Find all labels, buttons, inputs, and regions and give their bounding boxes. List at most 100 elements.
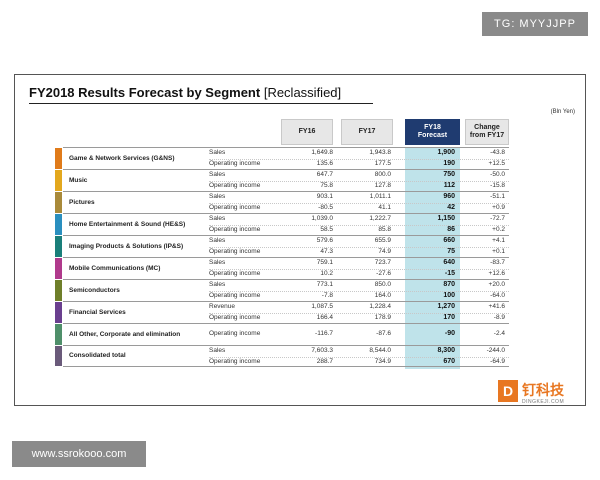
slide-title: FY2018 Results Forecast by Segment [Recl… xyxy=(29,85,341,100)
row-label: Operating income xyxy=(209,182,261,189)
row-label: Sales xyxy=(209,281,226,288)
value-change: -83.7 xyxy=(490,259,505,266)
table-row: Sales 759.1 723.7 640 -83.7 xyxy=(63,258,509,269)
value-fy17: 1,222.7 xyxy=(369,215,391,222)
value-fy17: -27.6 xyxy=(376,270,391,277)
segment-color-bar xyxy=(55,170,62,191)
value-fy16: 647.7 xyxy=(316,171,333,178)
value-fy17: 164.0 xyxy=(374,292,391,299)
row-label: Operating income xyxy=(209,314,261,321)
value-change: -244.0 xyxy=(486,347,505,354)
value-fy16: 1,039.0 xyxy=(311,215,333,222)
value-fy16: 7,603.3 xyxy=(311,347,333,354)
row-label: Operating income xyxy=(209,226,261,233)
unit-label: (Bln Yen) xyxy=(550,109,575,115)
segment-name: Imaging Products & Solutions (IP&S) xyxy=(69,242,184,250)
value-fy17: 800.0 xyxy=(374,171,391,178)
slide: FY2018 Results Forecast by Segment [Recl… xyxy=(14,74,586,406)
row-label: Operating income xyxy=(209,330,261,337)
value-fy16: 1,087.5 xyxy=(311,303,333,310)
table-row: Sales 1,039.0 1,222.7 1,150 -72.7 xyxy=(63,214,509,225)
value-fy17: 655.9 xyxy=(374,237,391,244)
logo-url: DINGKEJI.COM xyxy=(522,399,565,405)
value-change: -2.4 xyxy=(493,330,505,337)
value-fy17: 85.8 xyxy=(378,226,391,233)
value-fy18-forecast: 960 xyxy=(443,193,455,200)
forecast-column-highlight xyxy=(405,147,460,369)
value-fy16: 1,649.8 xyxy=(311,149,333,156)
value-change: +20.0 xyxy=(488,281,505,288)
value-fy18-forecast: 750 xyxy=(443,171,455,178)
value-fy17: 1,943.8 xyxy=(369,149,391,156)
segment-group: Game & Network Services (G&NS) Sales 1,649… xyxy=(55,147,509,169)
watermark-top: TG: MYYJJPP xyxy=(482,12,588,36)
value-change: +41.6 xyxy=(488,303,505,310)
row-label: Sales xyxy=(209,171,226,178)
segment-name: Home Entertainment & Sound (HE&S) xyxy=(69,220,186,228)
value-fy18-forecast: 42 xyxy=(447,204,455,211)
segment-group: Semiconductors Sales 773.1 850.0 870 +20.0 Ope… xyxy=(55,279,509,301)
segment-group: Consolidated total Sales 7,603.3 8,544.0 8,3… xyxy=(55,345,509,367)
row-label: Sales xyxy=(209,149,226,156)
value-fy17: 723.7 xyxy=(374,259,391,266)
value-change: +0.9 xyxy=(492,204,505,211)
value-fy16: 10.2 xyxy=(320,270,333,277)
value-fy18-forecast: -90 xyxy=(444,330,455,337)
title-rule xyxy=(29,103,373,104)
value-fy17: 850.0 xyxy=(374,281,391,288)
row-label: Operating income xyxy=(209,204,261,211)
value-change: -50.0 xyxy=(490,171,505,178)
value-fy18-forecast: 8,300 xyxy=(437,347,455,354)
watermark-bottom: www.ssrokooo.com xyxy=(12,441,146,467)
value-fy17: 178.9 xyxy=(374,314,391,321)
table-row: Sales 773.1 850.0 870 +20.0 xyxy=(63,280,509,291)
value-fy16: 579.6 xyxy=(316,237,333,244)
value-fy17: 127.8 xyxy=(374,182,391,189)
table-row: Operating income 58.5 85.8 86 +0.2 xyxy=(63,225,509,236)
value-change: -8.9 xyxy=(493,314,505,321)
segment-name: Pictures xyxy=(69,198,95,206)
segment-name: All Other, Corporate and elimination xyxy=(69,330,181,338)
table-row: Sales 647.7 800.0 750 -50.0 xyxy=(63,170,509,181)
table-row: Sales 1,649.8 1,943.8 1,900 -43.8 xyxy=(63,148,509,159)
value-fy18-forecast: 870 xyxy=(443,281,455,288)
segment-color-bar xyxy=(55,258,62,279)
segment-name: Mobile Communications (MC) xyxy=(69,264,161,272)
table-row: Sales 903.1 1,011.1 960 -51.1 xyxy=(63,192,509,203)
value-fy16: 75.8 xyxy=(320,182,333,189)
table-row: Sales 7,603.3 8,544.0 8,300 -244.0 xyxy=(63,346,509,357)
segment-group: Pictures Sales 903.1 1,011.1 960 -51.1 Operati… xyxy=(55,191,509,213)
value-fy17: 1,228.4 xyxy=(369,303,391,310)
dingkeji-logo: D 钉科技 DINGKEJI.COM xyxy=(498,380,588,408)
value-fy16: 903.1 xyxy=(316,193,333,200)
value-fy18-forecast: 86 xyxy=(447,226,455,233)
segment-group: Imaging Products & Solutions (IP&S) Sales… xyxy=(55,235,509,257)
value-fy18-forecast: 1,900 xyxy=(437,149,455,156)
title-main: FY2018 Results Forecast by Segment xyxy=(29,85,261,100)
segment-color-bar xyxy=(55,346,62,366)
value-fy18-forecast: 190 xyxy=(443,160,455,167)
row-label: Operating income xyxy=(209,358,261,365)
value-change: +12.5 xyxy=(488,160,505,167)
logo-chinese: 钉科技 xyxy=(522,383,564,399)
value-fy17: 74.9 xyxy=(378,248,391,255)
segment-color-bar xyxy=(55,192,62,213)
table-row: Operating income 75.8 127.8 112 -15.8 xyxy=(63,181,509,192)
segment-group: Home Entertainment & Sound (HE&S) Sales 1,… xyxy=(55,213,509,236)
value-fy16: 47.3 xyxy=(320,248,333,255)
value-fy17: -87.6 xyxy=(376,330,391,337)
value-fy18-forecast: 670 xyxy=(443,358,455,365)
row-divider xyxy=(209,291,509,292)
segment-color-bar xyxy=(55,236,62,257)
value-fy16: 773.1 xyxy=(316,281,333,288)
value-fy17: 41.1 xyxy=(378,204,391,211)
row-divider xyxy=(209,225,509,226)
value-fy18-forecast: -15 xyxy=(444,270,455,277)
segment-name: Semiconductors xyxy=(69,286,120,294)
value-fy17: 177.5 xyxy=(374,160,391,167)
row-label: Operating income xyxy=(209,160,261,167)
row-divider xyxy=(209,181,509,182)
title-sub: [Reclassified] xyxy=(263,85,342,100)
value-change: +0.2 xyxy=(492,226,505,233)
value-fy16: -7.8 xyxy=(321,292,333,299)
